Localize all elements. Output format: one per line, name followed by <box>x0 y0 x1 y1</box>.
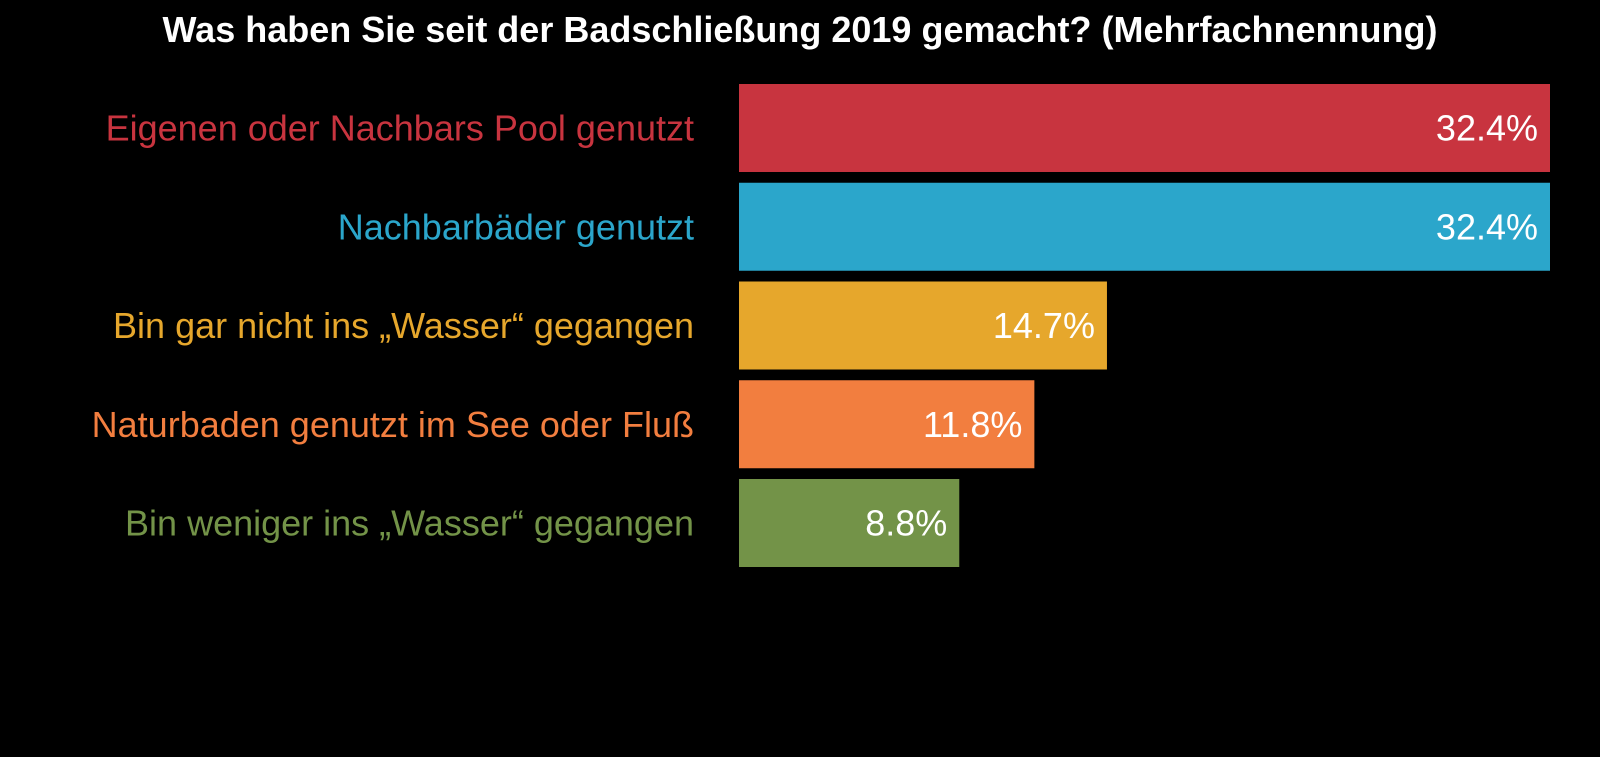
category-label-1: Eigenen oder Nachbars Pool genutzt <box>106 108 694 149</box>
category-label-2: Nachbarbäder genutzt <box>338 206 694 247</box>
category-label-3: Bin gar nicht ins „Wasser“ gegangen <box>113 305 694 346</box>
value-label-3: 14.7% <box>993 305 1095 346</box>
value-label-4: 11.8% <box>923 404 1022 445</box>
value-label-1: 32.4% <box>1436 108 1538 149</box>
bar-5 <box>739 479 960 567</box>
category-label-5: Bin weniger ins „Wasser“ gegangen <box>125 503 694 544</box>
category-label-4: Naturbaden genutzt im See oder Fluß <box>92 404 694 445</box>
bar-3 <box>739 281 1107 370</box>
value-label-5: 8.8% <box>865 503 947 544</box>
bar-4 <box>739 380 1035 469</box>
chart-title: Was haben Sie seit der Badschließung 201… <box>162 9 1438 50</box>
value-label-2: 32.4% <box>1436 206 1538 247</box>
bar-2 <box>739 182 1550 271</box>
bar-1 <box>739 84 1550 172</box>
